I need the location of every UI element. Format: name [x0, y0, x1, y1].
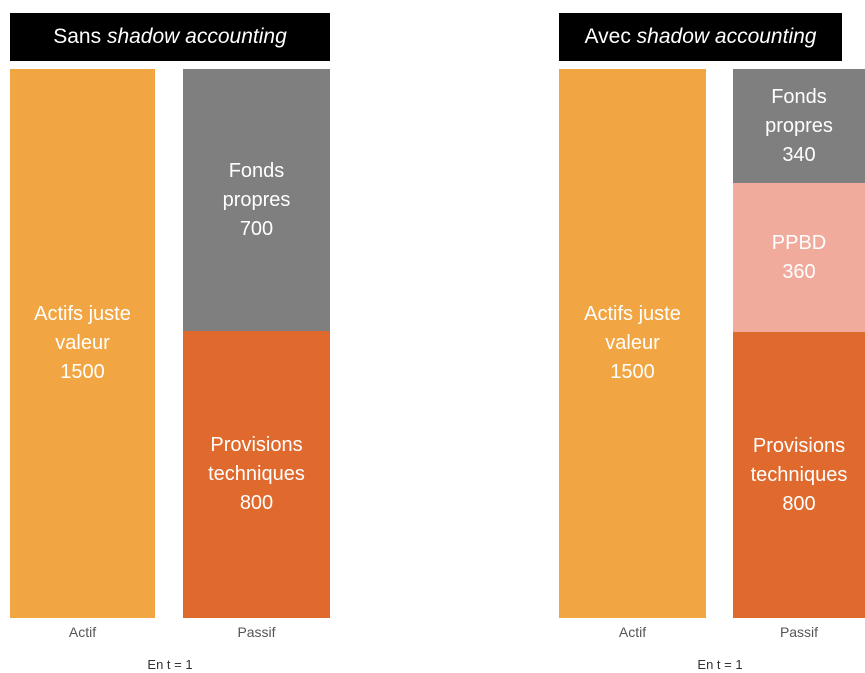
title-italic: shadow accounting [636, 25, 817, 48]
ppbd-label: PPBD [771, 231, 827, 254]
fonds-propres-block: Fonds propres 700 [183, 69, 330, 331]
ppbd-value: 360 [782, 260, 816, 283]
actif-block: Actifs juste valeur 1500 [559, 69, 706, 618]
provisions-label-line1: Provisions [752, 434, 846, 457]
actif-value: 1500 [60, 361, 105, 383]
actif-column-label: Actif [618, 624, 647, 640]
provisions-label-line1: Provisions [210, 434, 303, 456]
actif-label-line2: valeur [55, 332, 110, 354]
footer-time: En t = 1 [147, 657, 193, 672]
fonds-label-line2: propres [222, 188, 291, 211]
provisions-label-line2: techniques [208, 463, 305, 485]
provisions-label-line2: techniques [750, 463, 848, 486]
footer-time: En t = 1 [697, 657, 743, 672]
title-prefix: Avec [584, 25, 631, 48]
fonds-propres-block: Fonds propres 340 [733, 69, 865, 183]
actif-label-line1: Actifs juste [34, 303, 131, 325]
provisions-value: 800 [782, 492, 816, 515]
passif-column-label: Passif [237, 624, 276, 640]
provisions-block: Provisions techniques 800 [183, 331, 330, 618]
fonds-label-line1: Fonds [771, 85, 827, 108]
fonds-label-line1: Fonds [228, 159, 285, 182]
panel-avec-shadow-accounting: Avec shadow accounting Actifs juste vale… [559, 0, 865, 673]
actif-value: 1500 [610, 361, 655, 383]
provisions-block: Provisions techniques 800 [733, 332, 865, 618]
provisions-value: 800 [239, 492, 274, 514]
actif-label-line2: valeur [605, 332, 660, 354]
fonds-value: 700 [239, 217, 274, 240]
actif-label-line1: Actifs juste [584, 303, 681, 325]
panel-title: Avec shadow accounting [559, 13, 842, 61]
panel-sans-shadow-accounting: Sans shadow accounting Actifs juste vale… [10, 0, 330, 673]
actif-block: Actifs juste valeur 1500 [10, 69, 155, 618]
fonds-label-line2: propres [765, 114, 833, 137]
actif-column-label: Actif [68, 624, 97, 640]
passif-column-label: Passif [779, 624, 819, 640]
ppbd-block: PPBD 360 [733, 183, 865, 332]
panel-title: Sans shadow accounting [10, 13, 330, 61]
fonds-value: 340 [782, 143, 816, 166]
title-prefix: Sans [53, 25, 102, 48]
title-italic: shadow accounting [106, 25, 287, 48]
